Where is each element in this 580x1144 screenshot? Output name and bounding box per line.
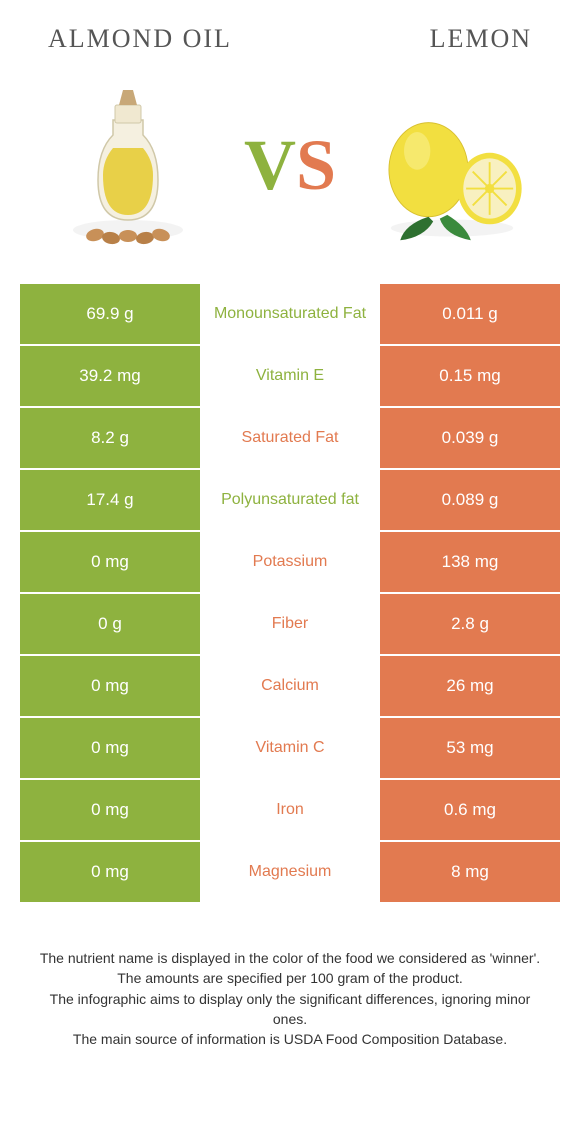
value-right: 138 mg <box>380 532 560 592</box>
table-row: 0 mgPotassium138 mg <box>20 532 560 592</box>
value-right: 0.089 g <box>380 470 560 530</box>
value-right: 0.15 mg <box>380 346 560 406</box>
footer-line: The nutrient name is displayed in the co… <box>32 948 548 968</box>
footer-notes: The nutrient name is displayed in the co… <box>0 904 580 1049</box>
value-left: 0 mg <box>20 532 200 592</box>
nutrient-label: Monounsaturated Fat <box>200 284 380 344</box>
vs-v: V <box>244 129 296 201</box>
value-left: 0 g <box>20 594 200 654</box>
title-left: ALMOND OIL <box>48 24 232 54</box>
table-row: 17.4 gPolyunsaturated fat0.089 g <box>20 470 560 530</box>
value-left: 0 mg <box>20 780 200 840</box>
value-right: 53 mg <box>380 718 560 778</box>
nutrient-label: Magnesium <box>200 842 380 902</box>
value-left: 69.9 g <box>20 284 200 344</box>
almond-oil-image <box>48 80 208 250</box>
nutrient-label: Polyunsaturated fat <box>200 470 380 530</box>
value-left: 8.2 g <box>20 408 200 468</box>
footer-line: The amounts are specified per 100 gram o… <box>32 968 548 988</box>
comparison-table: 69.9 gMonounsaturated Fat0.011 g39.2 mgV… <box>20 284 560 902</box>
vs-s: S <box>296 129 336 201</box>
nutrient-label: Iron <box>200 780 380 840</box>
footer-line: The infographic aims to display only the… <box>32 989 548 1030</box>
value-left: 39.2 mg <box>20 346 200 406</box>
nutrient-label: Potassium <box>200 532 380 592</box>
value-right: 26 mg <box>380 656 560 716</box>
nutrient-label: Vitamin E <box>200 346 380 406</box>
value-left: 0 mg <box>20 842 200 902</box>
nutrient-label: Vitamin C <box>200 718 380 778</box>
footer-line: The main source of information is USDA F… <box>32 1029 548 1049</box>
value-right: 2.8 g <box>380 594 560 654</box>
table-row: 69.9 gMonounsaturated Fat0.011 g <box>20 284 560 344</box>
table-row: 0 gFiber2.8 g <box>20 594 560 654</box>
header-row: ALMOND OIL LEMON <box>0 0 580 64</box>
value-right: 0.011 g <box>380 284 560 344</box>
table-row: 8.2 gSaturated Fat0.039 g <box>20 408 560 468</box>
value-right: 0.6 mg <box>380 780 560 840</box>
images-row: VS <box>0 64 580 284</box>
title-right: LEMON <box>430 24 532 54</box>
nutrient-label: Fiber <box>200 594 380 654</box>
value-left: 0 mg <box>20 656 200 716</box>
table-row: 0 mgMagnesium8 mg <box>20 842 560 902</box>
value-right: 0.039 g <box>380 408 560 468</box>
table-row: 39.2 mgVitamin E0.15 mg <box>20 346 560 406</box>
value-left: 0 mg <box>20 718 200 778</box>
value-right: 8 mg <box>380 842 560 902</box>
lemon-image <box>372 80 532 250</box>
table-row: 0 mgCalcium26 mg <box>20 656 560 716</box>
table-row: 0 mgVitamin C53 mg <box>20 718 560 778</box>
table-row: 0 mgIron0.6 mg <box>20 780 560 840</box>
vs-label: VS <box>244 129 336 201</box>
nutrient-label: Calcium <box>200 656 380 716</box>
value-left: 17.4 g <box>20 470 200 530</box>
nutrient-label: Saturated Fat <box>200 408 380 468</box>
